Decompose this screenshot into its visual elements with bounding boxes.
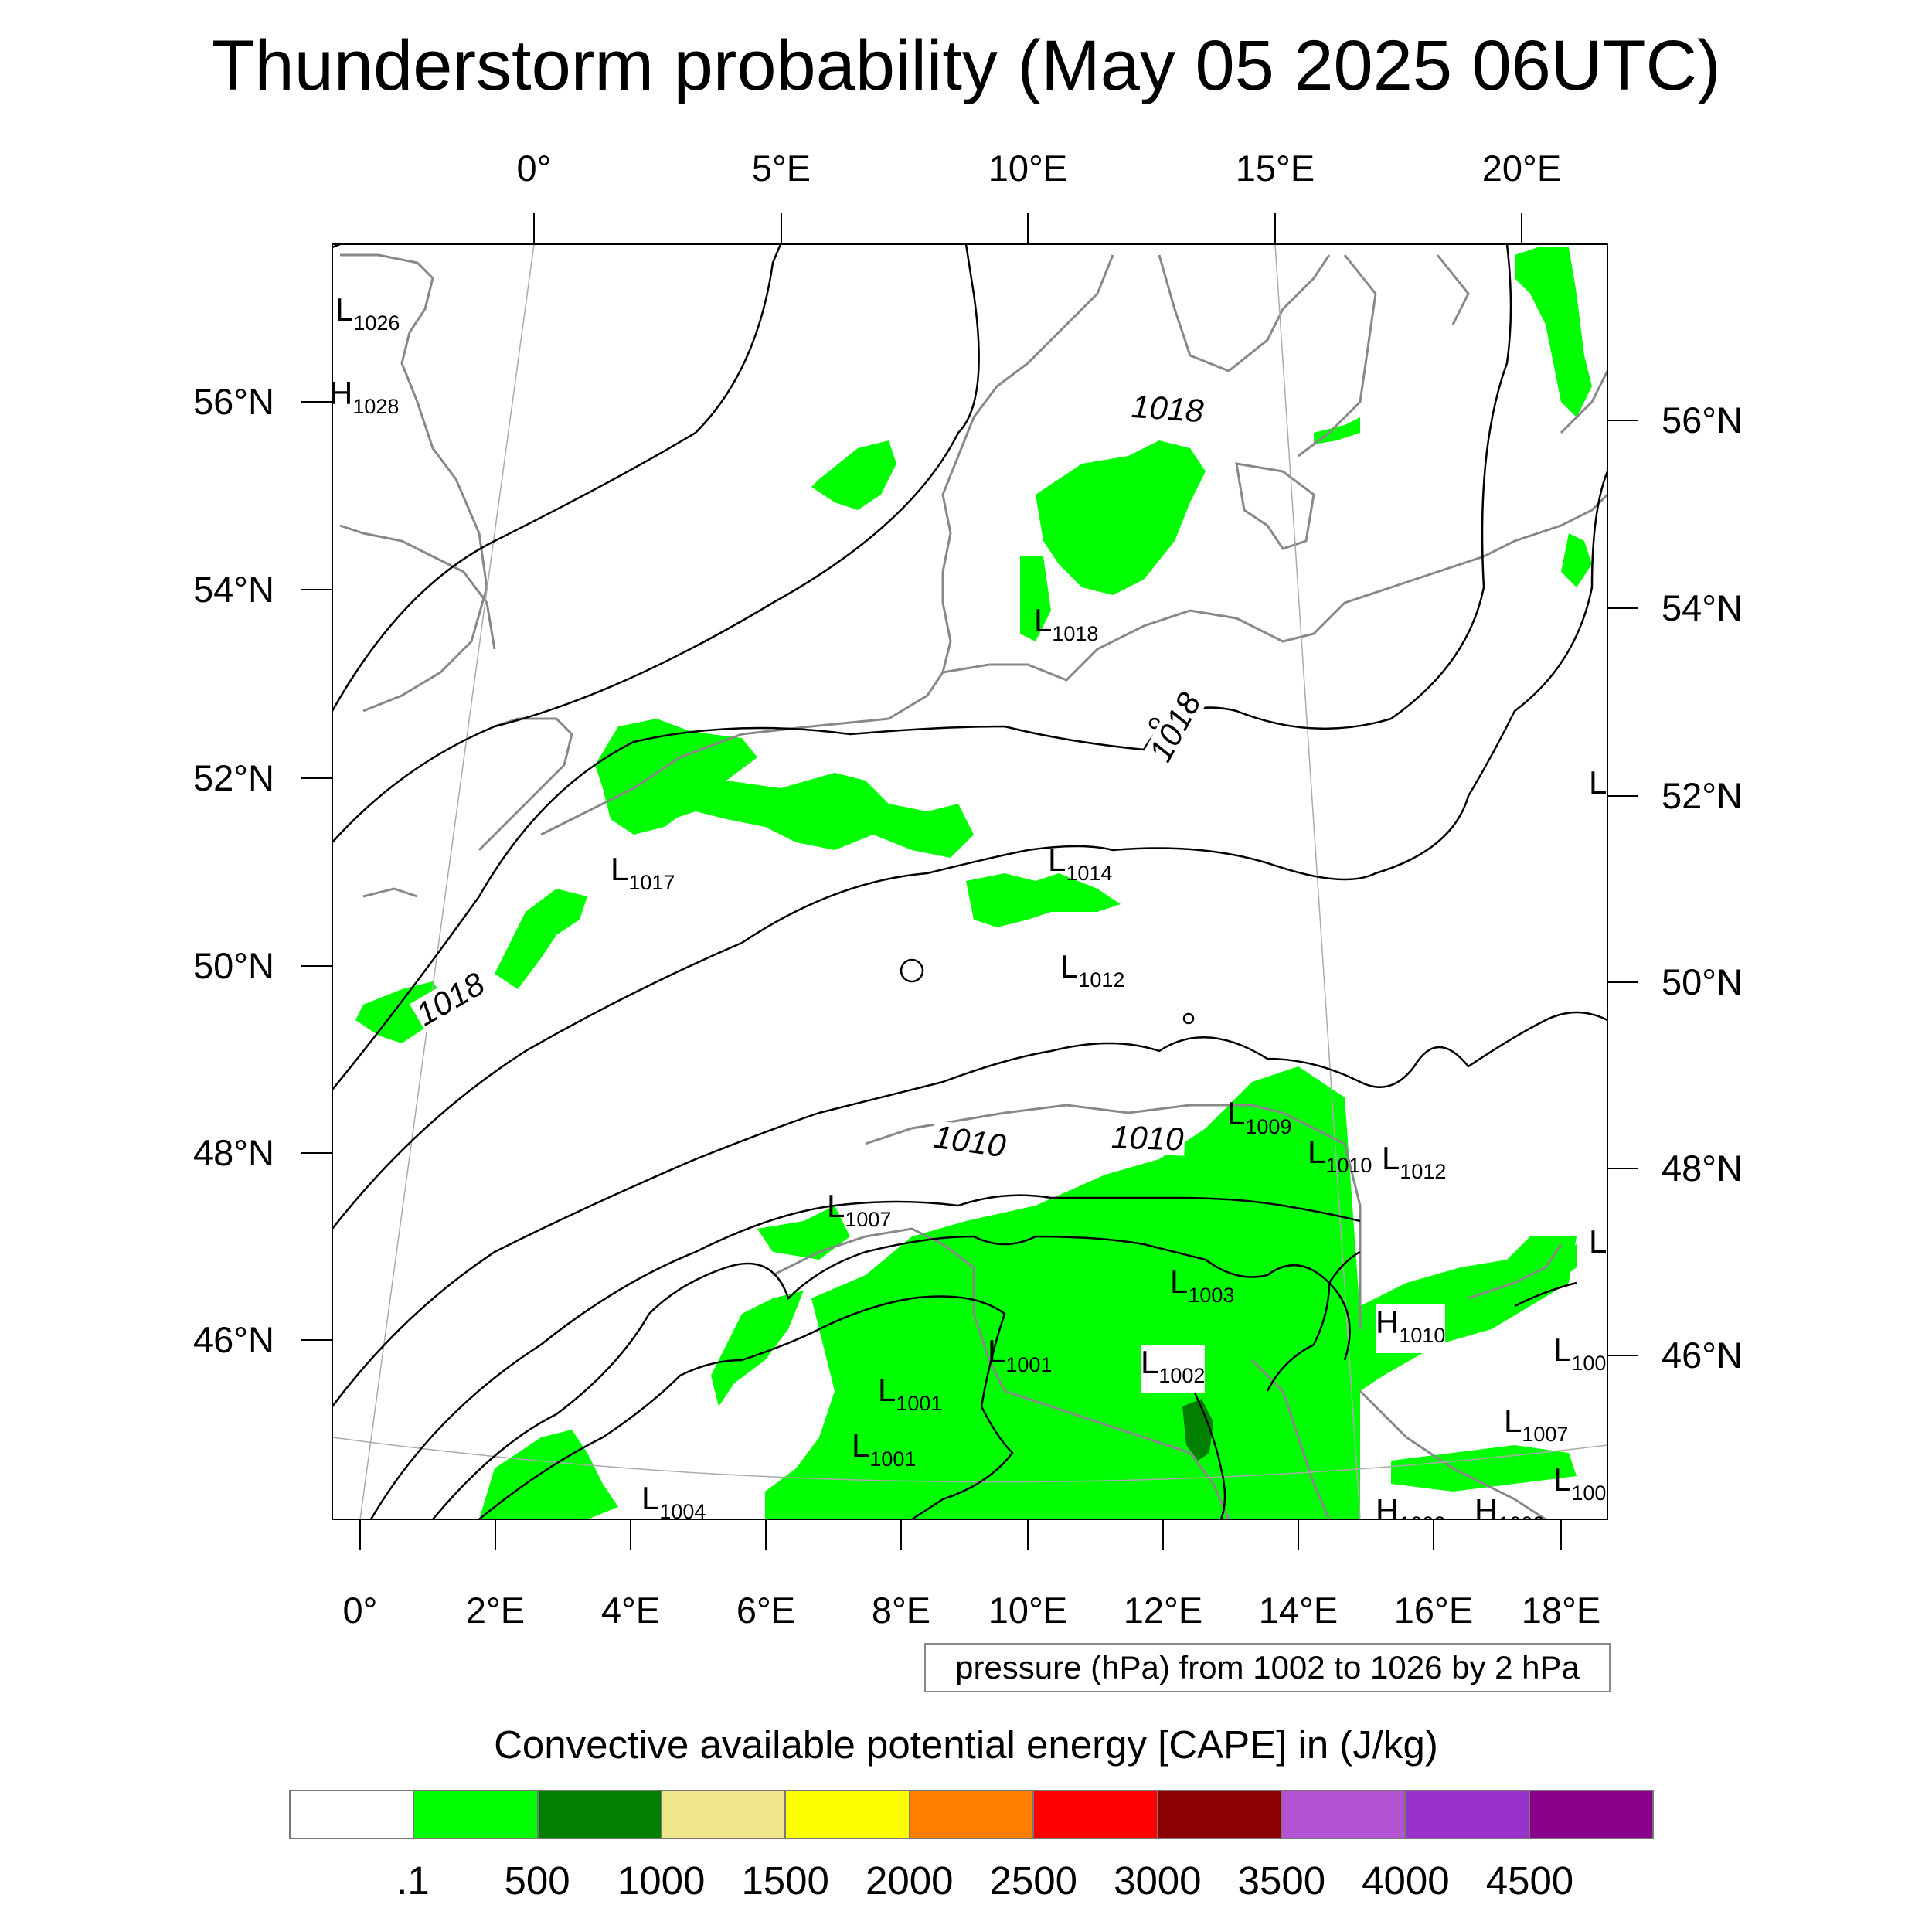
pressure-center: L1014 <box>1048 842 1113 886</box>
map-frame <box>332 243 1608 1520</box>
pressure-center: L1012 <box>1382 1140 1447 1184</box>
colorbar-swatch <box>1529 1791 1652 1838</box>
pressure-center: H1010 <box>1376 1304 1446 1353</box>
colorbar <box>289 1790 1654 1839</box>
lat-tick-right: 56°N <box>1662 400 1743 440</box>
pressure-center: L1001 <box>878 1372 943 1416</box>
isobar-label: 1010 <box>1109 1118 1186 1158</box>
pressure-center: L1001 <box>852 1427 917 1471</box>
map-title: Thunderstorm probability (May 05 2025 06… <box>211 26 1721 105</box>
lat-tick-left: 46°N <box>192 1319 274 1360</box>
lat-tick-right: 48°N <box>1662 1148 1743 1189</box>
legend-title: Convective available potential energy [C… <box>494 1723 1438 1767</box>
cape-dark-area <box>1182 1399 1213 1461</box>
lon-tick-top: 20°E <box>1481 148 1562 189</box>
pressure-center: H1028 <box>329 375 400 419</box>
lat-tick-left: 48°N <box>192 1132 274 1173</box>
lat-tick-right: 46°N <box>1662 1335 1743 1376</box>
colorbar-swatch <box>1158 1791 1282 1838</box>
contour-info-box: pressure (hPa) from 1002 to 1026 by 2 hP… <box>924 1643 1611 1692</box>
colorbar-swatch <box>1281 1791 1406 1838</box>
colorbar-swatch <box>1034 1791 1158 1838</box>
isobars <box>332 244 1607 1519</box>
colorbar-swatch <box>291 1791 415 1838</box>
pressure-center: H1002 <box>1475 1493 1544 1519</box>
lon-tick-bottom: 18°E <box>1521 1590 1601 1631</box>
colorbar-tick-label: 3000 <box>1114 1859 1202 1903</box>
lat-tick-right: 50°N <box>1662 961 1743 1002</box>
lon-tick-bottom: 2°E <box>465 1590 526 1631</box>
lon-tick-bottom: 8°E <box>871 1590 931 1631</box>
colorbar-tick-label: 3500 <box>1237 1859 1326 1903</box>
colorbar-swatch <box>662 1791 787 1838</box>
colorbar-swatch <box>538 1791 663 1838</box>
lon-tick-bottom: 4°E <box>600 1590 661 1631</box>
lat-tick-right: 52°N <box>1662 775 1743 816</box>
colorbar-tick-label: .1 <box>396 1859 430 1903</box>
pressure-center: L1026 <box>335 291 400 335</box>
pressure-center: L1017 <box>611 851 675 895</box>
lat-tick-right: 54°N <box>1662 587 1743 628</box>
colorbar-tick-label: 1000 <box>617 1859 706 1903</box>
pressure-center: L1007 <box>827 1188 892 1232</box>
pressure-center: L <box>1589 1223 1607 1260</box>
isobar-label: 1018 <box>1128 387 1206 430</box>
pressure-center: L1007 <box>1504 1403 1569 1447</box>
pressure-center: L1001 <box>988 1333 1053 1377</box>
pressure-center: L1003 <box>1170 1264 1235 1308</box>
lon-tick-bottom: 0° <box>342 1590 378 1631</box>
pressure-center: L1004 <box>641 1480 706 1524</box>
colorbar-tick-label: 4500 <box>1485 1859 1574 1903</box>
lon-tick-top: 0° <box>516 148 552 189</box>
colorbar-swatch <box>786 1791 910 1838</box>
axis-ticks <box>301 213 1638 1550</box>
lon-tick-bottom: 12°E <box>1123 1590 1203 1631</box>
colorbar-tick-label: 500 <box>504 1859 570 1903</box>
lon-tick-top: 15°E <box>1235 148 1315 189</box>
colorbar-swatch <box>910 1791 1035 1838</box>
lon-tick-bottom: 16°E <box>1393 1590 1474 1631</box>
pressure-center: L1018 <box>1034 602 1099 646</box>
pressure-center: L100 <box>1553 1461 1607 1505</box>
colorbar-tick-label: 2500 <box>989 1859 1077 1903</box>
lon-tick-bottom: 14°E <box>1258 1590 1338 1631</box>
pressure-center: L1012 <box>1060 948 1125 992</box>
pressure-center: L100 <box>1553 1332 1607 1376</box>
colorbar-tick-label: 2000 <box>865 1859 954 1903</box>
pressure-center: H1002 <box>1376 1493 1445 1519</box>
lon-tick-bottom: 6°E <box>736 1590 796 1631</box>
pressure-center: L1002 <box>1141 1345 1206 1393</box>
lon-tick-top: 5°E <box>751 148 811 189</box>
lon-tick-top: 10°E <box>988 148 1068 189</box>
lat-tick-left: 54°N <box>192 569 274 610</box>
colorbar-swatch <box>1406 1791 1530 1838</box>
colorbar-tick-label: 1500 <box>741 1859 829 1903</box>
colorbar-tick-label: 4000 <box>1362 1859 1450 1903</box>
colorbar-swatch <box>414 1791 539 1838</box>
cape-areas <box>355 247 1592 1519</box>
lat-tick-left: 56°N <box>192 381 274 422</box>
lat-tick-left: 52°N <box>192 757 274 798</box>
lon-tick-bottom: 10°E <box>988 1590 1068 1631</box>
lat-tick-left: 50°N <box>192 945 274 986</box>
pressure-center: L1009 <box>1227 1095 1292 1139</box>
pressure-center: L <box>1589 764 1607 801</box>
pressure-center: L1010 <box>1308 1134 1372 1178</box>
